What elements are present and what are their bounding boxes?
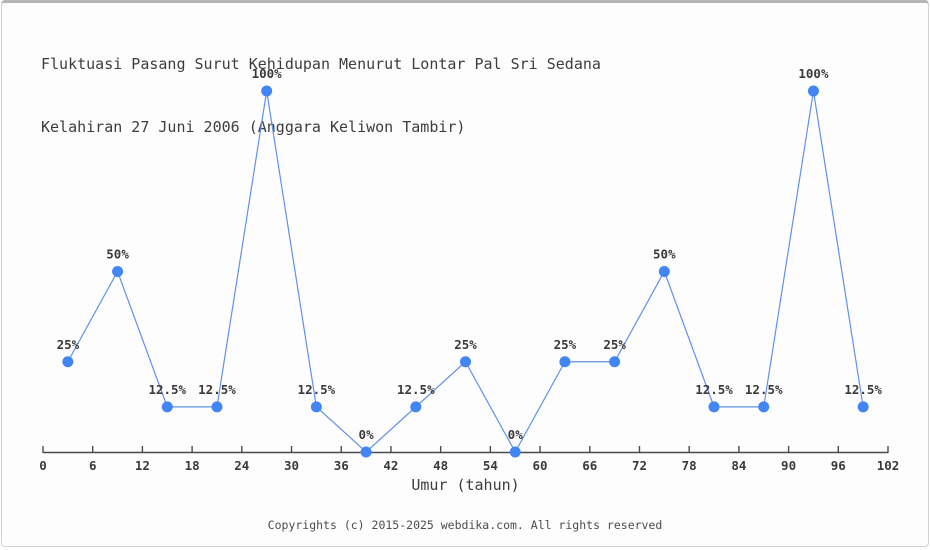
data-point <box>609 356 621 368</box>
line-chart: 0 6 12 18 24 30 36 42 48 54 60 66 72 78 84 90 96 102 25% 50… <box>39 66 900 473</box>
x-axis-tick-label: 42 <box>383 458 398 473</box>
x-axis-tick-label: 84 <box>731 458 746 473</box>
data-point-label: 12.5% <box>148 382 186 397</box>
data-point-label: 0% <box>508 427 524 442</box>
x-axis-tick-label: 6 <box>89 458 97 473</box>
data-point-label: 25% <box>603 337 626 352</box>
x-axis-tick-label: 0 <box>39 458 47 473</box>
x-axis-tick-label: 78 <box>682 458 697 473</box>
data-point <box>460 356 471 368</box>
data-point <box>758 401 770 413</box>
x-axis-title: Umur (tahun) <box>411 476 520 494</box>
x-axis-tick-label: 60 <box>533 458 548 473</box>
x-axis-tick-label: 90 <box>781 458 796 473</box>
data-point-label: 12.5% <box>198 382 236 397</box>
x-axis-tick-label: 30 <box>284 458 299 473</box>
x-axis-tick-label: 36 <box>334 458 349 473</box>
x-axis-tick-label: 66 <box>582 458 597 473</box>
data-point <box>310 401 322 413</box>
data-point <box>261 85 273 97</box>
data-point <box>211 401 223 413</box>
x-axis-tick-label: 54 <box>483 458 498 473</box>
chart-title-line1: Fluktuasi Pasang Surut Kehidupan Menurut… <box>41 55 601 73</box>
data-point-label: 25% <box>554 337 577 352</box>
data-series-line <box>67 90 864 454</box>
x-axis-tick-label: 102 <box>877 458 900 473</box>
chart-title: Fluktuasi Pasang Surut Kehidupan Menurut… <box>41 12 601 180</box>
x-axis-tick-label: 18 <box>185 458 200 473</box>
x-axis-tick-label: 72 <box>632 458 647 473</box>
data-point <box>161 401 173 413</box>
data-point <box>658 266 670 277</box>
data-point <box>708 401 720 413</box>
data-point <box>807 85 819 97</box>
data-point-label: 12.5% <box>695 382 733 397</box>
data-point-label: 0% <box>359 427 375 442</box>
chart-title-line2: Kelahiran 27 Juni 2006 (Anggara Keliwon … <box>41 118 466 136</box>
data-point-label: 50% <box>653 247 676 262</box>
data-point-label: 100% <box>252 66 283 81</box>
data-point-label: 100% <box>798 66 829 81</box>
copyright-text: Copyrights (c) 2015-2025 webdika.com. Al… <box>267 518 663 532</box>
data-point-label: 25% <box>57 337 80 352</box>
x-axis-tick-label: 48 <box>433 458 448 473</box>
x-axis-tick-label: 24 <box>234 458 249 473</box>
data-point-label: 12.5% <box>298 382 336 397</box>
data-point <box>559 356 571 368</box>
data-point-label: 12.5% <box>745 382 783 397</box>
x-axis-tick-label: 12 <box>135 458 150 473</box>
data-point <box>410 401 422 413</box>
data-point <box>112 266 124 277</box>
data-point <box>62 356 74 368</box>
data-point-label: 50% <box>106 247 129 262</box>
data-point-label: 12.5% <box>397 382 435 397</box>
x-axis-tick-label: 96 <box>831 458 846 473</box>
data-point <box>360 446 372 458</box>
data-point-label: 25% <box>454 337 477 352</box>
data-point-label: 12.5% <box>844 382 882 397</box>
data-point <box>857 401 869 413</box>
data-point <box>509 446 521 458</box>
